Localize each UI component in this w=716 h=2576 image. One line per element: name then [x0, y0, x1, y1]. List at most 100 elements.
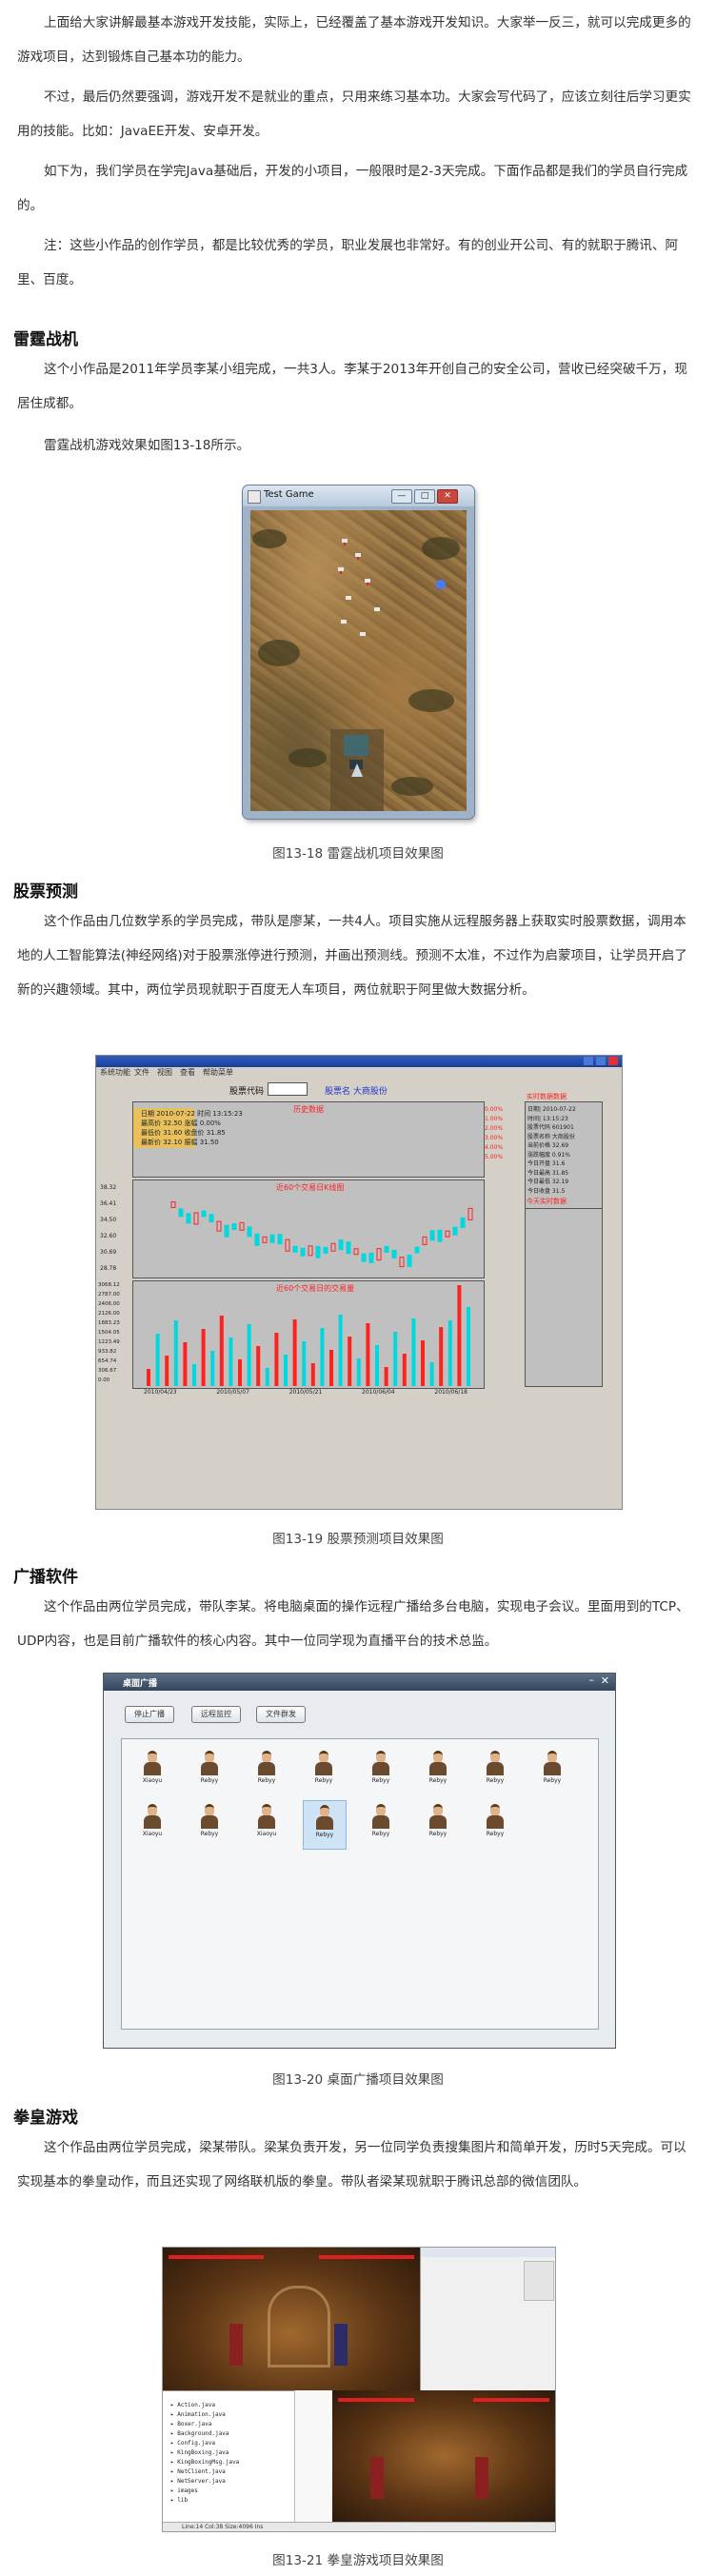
client-item[interactable]: Rebyy: [303, 1747, 345, 1794]
y-tick: 3068.12: [98, 1282, 120, 1288]
close-button[interactable]: ✕: [437, 489, 458, 504]
file-item[interactable]: ▸ Config.java: [170, 2440, 215, 2447]
stock-code-label: 股票代码: [229, 1087, 265, 1097]
volume-panel-title: 近60个交易日的交易量: [276, 1284, 355, 1293]
client-item[interactable]: Xiaoyu: [131, 1747, 173, 1794]
close-icon[interactable]: ✕: [600, 1674, 609, 1687]
history-panel-title: 历史数据: [293, 1105, 324, 1114]
candle: [285, 1238, 290, 1252]
client-item[interactable]: Rebyy: [189, 1747, 230, 1794]
menu-help[interactable]: 帮助菜单: [203, 1068, 233, 1077]
y-tick: 0.00: [98, 1377, 110, 1383]
file-item[interactable]: ▸ Background.java: [170, 2430, 229, 2437]
candle: [422, 1236, 428, 1245]
user-avatar-icon: [315, 1805, 334, 1830]
figure-caption-13-21: 图13-21 拳皇游戏项目效果图: [272, 2553, 444, 2568]
candle: [399, 1257, 405, 1268]
candle: [353, 1248, 359, 1256]
user-avatar-icon: [371, 1804, 390, 1829]
game-sprites: [252, 529, 460, 811]
remote-monitor-button[interactable]: 远程监控: [191, 1706, 241, 1723]
file-item[interactable]: ▸ NetServer.java: [170, 2478, 226, 2485]
y-tick: 933.82: [98, 1349, 117, 1355]
candle: [315, 1245, 321, 1258]
stock-code-input[interactable]: [268, 1082, 308, 1096]
client-item[interactable]: Rebyy: [417, 1747, 459, 1794]
realtime-line: 当前价格 32.69: [527, 1142, 569, 1149]
menu-view[interactable]: 视图: [157, 1068, 172, 1077]
client-item[interactable]: Rebyy: [189, 1800, 230, 1848]
user-avatar-icon: [200, 1804, 219, 1829]
pct-label: 3.00%: [485, 1135, 504, 1141]
volume-bar: [192, 1364, 196, 1386]
candle: [414, 1246, 420, 1254]
client-list: Xiaoyu Rebyy Rebyy Rebyy Rebyy Rebyy Rebyy Reby…: [121, 1738, 599, 2030]
client-item[interactable]: Xiaoyu: [131, 1800, 173, 1848]
file-item[interactable]: ▸ Boxer.java: [170, 2421, 212, 2427]
y-tick: 306.67: [98, 1368, 117, 1374]
powerup-icon: [436, 580, 446, 589]
file-item[interactable]: ▸ KingBoxing.java: [170, 2449, 229, 2456]
realtime-line: 今日最高 31.85: [527, 1169, 569, 1177]
stop-broadcast-button[interactable]: 停止广播: [125, 1706, 174, 1723]
kline-chart: [170, 1201, 473, 1268]
realtime-line: 时间| 13:15:23: [527, 1115, 568, 1122]
info-line: 最新价 32.10 振幅 31.50: [141, 1139, 219, 1146]
close-icon[interactable]: [608, 1057, 618, 1065]
candle: [368, 1252, 374, 1263]
realtime-line: 股票名称 大商股份: [527, 1133, 575, 1140]
realtime-line: 涨跌幅度 0.91%: [527, 1151, 570, 1159]
user-avatar-icon: [486, 1804, 505, 1829]
client-item[interactable]: Rebyy: [417, 1800, 459, 1848]
menu-system[interactable]: 系统功能: [100, 1068, 130, 1077]
volume-bar: [375, 1345, 379, 1386]
minimize-button[interactable]: —: [391, 489, 412, 504]
menu-look[interactable]: 查看: [180, 1068, 195, 1077]
client-item[interactable]: Xiaoyu: [246, 1800, 288, 1848]
file-item[interactable]: ▸ NetClient.java: [170, 2468, 226, 2475]
client-item[interactable]: Rebyy: [531, 1747, 573, 1794]
file-item[interactable]: ▸ Animation.java: [170, 2411, 226, 2418]
broadcast-window-title: 桌面广播: [123, 1679, 158, 1689]
candle: [376, 1248, 382, 1261]
section-heading-thunder-fighter: 雷霆战机: [13, 330, 78, 349]
volume-bar: [155, 1334, 160, 1386]
history-info: 日期 2010-07-22 时间 13:15:23 最高价 32.50 涨幅 0…: [141, 1109, 243, 1147]
fighter-2: [334, 2324, 348, 2366]
candle: [231, 1223, 237, 1231]
client-name: Rebyy: [486, 1777, 505, 1784]
file-item[interactable]: ▸ lib: [170, 2497, 189, 2504]
volume-panel: 近60个交易日的交易量: [132, 1280, 485, 1389]
fighter-2: [475, 2457, 488, 2499]
file-item[interactable]: ▸ KingBoxingMsg.java: [170, 2459, 240, 2466]
volume-bar: [356, 1358, 361, 1386]
candle: [429, 1230, 435, 1241]
minimize-icon[interactable]: [584, 1057, 593, 1065]
minimize-icon[interactable]: –: [588, 1674, 595, 1686]
client-item[interactable]: Rebyy: [360, 1747, 402, 1794]
client-item[interactable]: Rebyy: [303, 1800, 347, 1850]
volume-bar: [411, 1318, 416, 1386]
maximize-icon[interactable]: [596, 1057, 606, 1065]
client-item[interactable]: Rebyy: [246, 1747, 288, 1794]
candle: [186, 1213, 191, 1224]
x-tick: 2010/05/07: [216, 1389, 249, 1396]
candle: [361, 1253, 367, 1262]
volume-bar: [201, 1329, 206, 1386]
menu-file[interactable]: 文件: [134, 1068, 149, 1077]
client-name: Rebyy: [486, 1831, 505, 1837]
intro-paragraph-3: 如下为，我们学员在学完Java基础后，开发的小项目，一般限时是2-3天完成。下面…: [17, 164, 688, 213]
realtime-line: 今日开盘 31.6: [527, 1160, 566, 1167]
file-item[interactable]: ▸ Action.java: [170, 2402, 215, 2408]
client-item[interactable]: Rebyy: [474, 1747, 516, 1794]
volume-bar: [219, 1316, 224, 1386]
volume-bar: [284, 1355, 288, 1386]
window-title: Test Game: [264, 489, 314, 500]
maximize-button[interactable]: □: [414, 489, 435, 504]
client-item[interactable]: Rebyy: [474, 1800, 516, 1848]
client-item[interactable]: Rebyy: [360, 1800, 402, 1848]
file-send-button[interactable]: 文件群发: [256, 1706, 306, 1723]
file-item[interactable]: ▸ images: [170, 2487, 198, 2494]
user-avatar-icon: [257, 1751, 276, 1775]
pct-label: 4.00%: [485, 1144, 504, 1151]
